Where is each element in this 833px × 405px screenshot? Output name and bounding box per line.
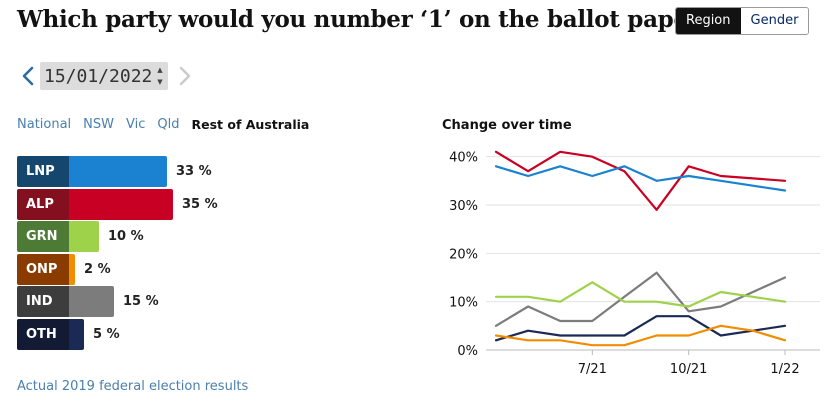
page-title: Which party would you number ‘1’ on the … <box>17 6 713 33</box>
date-value: 15/01/2022 <box>44 65 153 87</box>
y-tick-label: 40% <box>449 151 478 166</box>
bar-onp <box>69 254 75 285</box>
election-results-link[interactable]: Actual 2019 federal election results <box>17 379 249 394</box>
y-tick-label: 0% <box>457 344 478 359</box>
bar-row-ind: IND 15 % <box>17 286 159 317</box>
series-line-grn <box>494 281 787 308</box>
tab-nsw[interactable]: NSW <box>83 117 115 132</box>
bar-value-oth: 5 % <box>93 327 120 342</box>
bar-alp <box>69 189 173 220</box>
bar-label-grn: GRN <box>17 221 69 252</box>
x-tick-label: 7/21 <box>578 362 607 377</box>
line-chart-title: Change over time <box>442 118 572 133</box>
bar-oth <box>69 319 84 350</box>
date-spinner[interactable]: ▲ ▼ <box>155 65 165 87</box>
bar-row-alp: ALP 35 % <box>17 189 218 220</box>
date-input[interactable]: 15/01/2022 ▲ ▼ <box>40 62 168 90</box>
change-over-time-chart: 0% 10% 20% 30% 40% 7/21 10/21 1/22 <box>449 150 820 377</box>
spin-down-icon[interactable]: ▼ <box>157 78 163 86</box>
tab-qld[interactable]: Qld <box>157 117 180 132</box>
series-line-onp <box>494 324 787 347</box>
bar-label-ind: IND <box>17 286 69 317</box>
tab-rest-of-australia[interactable]: Rest of Australia <box>191 117 310 132</box>
x-tick-label: 1/22 <box>770 362 799 377</box>
previous-date-button[interactable] <box>17 62 39 90</box>
series-line-ind <box>494 271 787 327</box>
bar-label-oth: OTH <box>17 319 69 350</box>
chevron-right-icon <box>179 66 191 86</box>
series-line-oth <box>494 315 787 342</box>
gender-toggle-button[interactable]: Gender <box>740 8 809 34</box>
x-tick-label: 10/21 <box>670 362 707 377</box>
bar-lnp <box>69 156 167 187</box>
bar-value-alp: 35 % <box>182 197 218 212</box>
bar-label-alp: ALP <box>17 189 69 220</box>
bar-label-lnp: LNP <box>17 156 69 187</box>
tab-vic[interactable]: Vic <box>126 117 146 132</box>
bar-value-lnp: 33 % <box>176 164 212 179</box>
next-date-button[interactable] <box>174 62 196 90</box>
bar-row-grn: GRN 10 % <box>17 221 144 252</box>
chevron-left-icon <box>22 66 34 86</box>
y-tick-label: 20% <box>449 247 478 262</box>
region-tabs: National NSW Vic Qld Rest of Australia <box>17 117 321 132</box>
bar-value-grn: 10 % <box>108 229 144 244</box>
view-toggle: Region Gender <box>675 7 810 35</box>
bar-ind <box>69 286 114 317</box>
series-line-lnp <box>494 165 787 192</box>
bar-row-oth: OTH 5 % <box>17 319 120 350</box>
date-picker: 15/01/2022 ▲ ▼ <box>17 62 196 90</box>
y-tick-label: 30% <box>449 199 478 214</box>
bar-row-lnp: LNP 33 % <box>17 156 212 187</box>
bar-row-onp: ONP 2 % <box>17 254 111 285</box>
y-tick-label: 10% <box>449 296 478 311</box>
bar-value-ind: 15 % <box>123 294 159 309</box>
series-line-alp <box>494 150 787 211</box>
region-toggle-button[interactable]: Region <box>676 8 741 34</box>
bar-label-onp: ONP <box>17 254 69 285</box>
spin-up-icon[interactable]: ▲ <box>157 66 163 74</box>
tab-national[interactable]: National <box>17 117 72 132</box>
bar-grn <box>69 221 99 252</box>
bar-value-onp: 2 % <box>84 262 111 277</box>
